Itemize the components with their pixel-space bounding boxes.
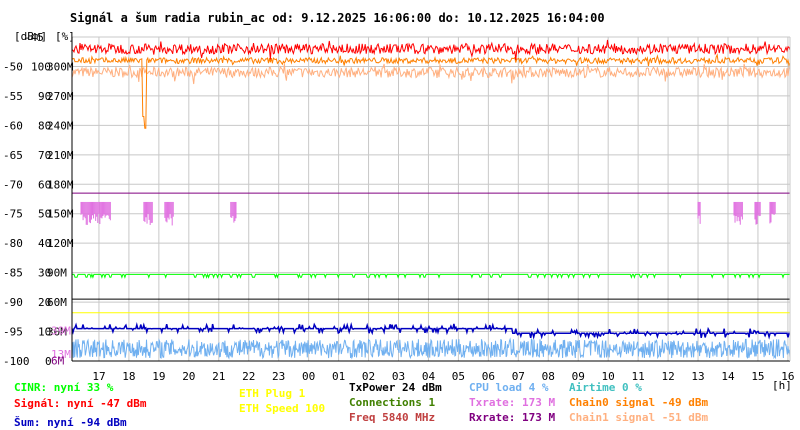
x-tick: 13 [691, 370, 704, 383]
x-tick: 20 [182, 370, 195, 383]
x-tick: 07 [512, 370, 525, 383]
x-tick: 10 [602, 370, 615, 383]
x-tick: 23 [272, 370, 285, 383]
x-tick: 21 [212, 370, 225, 383]
legend-connections: Connections 1 [349, 396, 436, 409]
legend-txpower: TxPower 24 dBm [349, 381, 442, 394]
x-tick: 15 [751, 370, 764, 383]
y-tick-dbm: -80 [3, 237, 23, 250]
y-tick-pct: 20 [38, 296, 51, 309]
y-tick-pct: 60 [38, 178, 51, 191]
y-tick-rate: 30M [47, 326, 67, 339]
y-tick-pct: 70 [38, 149, 51, 162]
legend-airtime: Airtime 0 % [569, 381, 642, 394]
y-unit-pct: [%] [55, 30, 75, 43]
legend-chain0: Chain0 signal -49 dBm [569, 396, 709, 409]
y-tick-colored: 13M [51, 348, 71, 361]
x-tick: 12 [661, 370, 674, 383]
y-unit-dbm: [dBm] [14, 30, 47, 43]
y-tick-pct: 80 [38, 119, 51, 132]
y-tick-rate: 120M [47, 237, 74, 250]
chart-title: Signál a šum radia rubin_ac od: 9.12.202… [70, 11, 605, 26]
x-tick: 03 [392, 370, 405, 383]
x-tick: 19 [152, 370, 165, 383]
y-tick-dbm: -55 [3, 90, 23, 103]
x-tick: 09 [572, 370, 585, 383]
y-tick-dbm: -95 [3, 326, 23, 339]
y-tick-dbm: -85 [3, 267, 23, 280]
series-cpu-load [71, 337, 791, 360]
y-tick-dbm: -50 [3, 60, 23, 73]
y-tick-rate: 60M [47, 296, 67, 309]
y-tick-pct: 0 [45, 355, 52, 368]
x-tick: 22 [242, 370, 255, 383]
x-tick: 17 [92, 370, 105, 383]
y-tick-colored: 6M [51, 354, 65, 367]
legend-cpu-load: CPU load 4 % [469, 381, 549, 394]
x-tick: 00 [302, 370, 315, 383]
y-tick-rate: 270M [47, 90, 74, 103]
legend-signal: Signál: nyní -47 dBm [14, 397, 147, 410]
x-tick: 01 [332, 370, 345, 383]
legend-txrate: Txrate: 173 M [469, 396, 556, 409]
series-chain1-signal [71, 63, 791, 85]
series-chain0-signal [71, 53, 791, 129]
x-tick: 05 [452, 370, 465, 383]
y-tick-pct: 30 [38, 267, 51, 280]
x-tick: 04 [422, 370, 436, 383]
x-tick: 02 [362, 370, 375, 383]
tick-labels: -45-50-55-60-65-70-75-80-85-90-95-100100… [3, 31, 795, 383]
y-tick-rate: 180M [47, 178, 74, 191]
y-tick-pct: 40 [38, 237, 51, 250]
chart-series [71, 39, 791, 360]
y-tick-colored: 39M [51, 324, 71, 337]
x-tick: 06 [482, 370, 495, 383]
x-tick: 16 [781, 370, 794, 383]
y-tick-dbm: -100 [3, 355, 30, 368]
y-tick-rate: 90M [47, 267, 67, 280]
x-unit: [h] [772, 379, 792, 392]
legend-noise: Šum: nyní -94 dBm [14, 416, 127, 429]
y-tick-rate: 240M [47, 119, 74, 132]
legend-chain1: Chain1 signal -51 dBm [569, 411, 709, 424]
y-tick-dbm: -70 [3, 178, 23, 191]
y-tick-rate: 300M [47, 60, 74, 73]
x-tick: 08 [542, 370, 555, 383]
y-tick-dbm: -90 [3, 296, 23, 309]
series-noise [71, 322, 790, 340]
y-tick-pct: 90 [38, 90, 51, 103]
legend-freq: Freq 5840 MHz [349, 411, 436, 424]
legend-cinr: CINR: nyní 33 % [14, 381, 114, 394]
legend-eth-plug: ETH Plug 1 [239, 387, 306, 400]
legend-eth-speed: ETH Speed 100 [239, 402, 326, 415]
series-cinr [72, 272, 790, 279]
y-tick-pct: 50 [38, 208, 51, 221]
y-tick-rate: 150M [47, 208, 74, 221]
y-tick-dbm: -60 [3, 119, 23, 132]
x-tick: 14 [721, 370, 735, 383]
y-tick-pct: 100 [31, 60, 51, 73]
series-signal [71, 39, 791, 61]
legend-rxrate: Rxrate: 173 M [469, 411, 556, 424]
y-tick-pct: 10 [38, 326, 51, 339]
x-tick: 18 [122, 370, 135, 383]
y-tick-dbm: -75 [3, 208, 23, 221]
y-tick-dbm: -65 [3, 149, 23, 162]
x-tick: 11 [632, 370, 645, 383]
y-tick-dbm: -45 [24, 31, 44, 44]
y-tick-rate: 210M [47, 149, 74, 162]
chart-axes [71, 37, 791, 362]
